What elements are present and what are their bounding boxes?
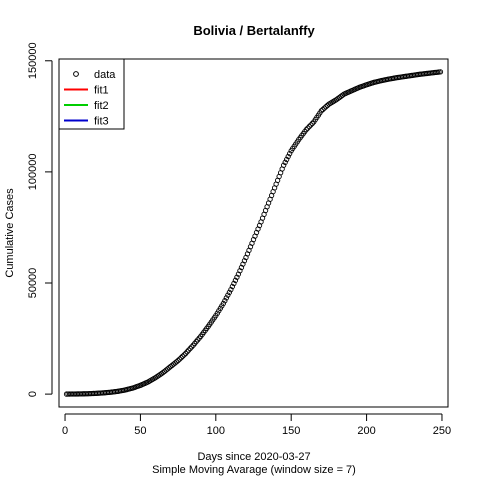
data-point [308, 122, 314, 128]
data-point [228, 287, 234, 293]
data-point [220, 300, 226, 307]
data-point [281, 162, 287, 168]
data-point [223, 295, 230, 301]
data-point [176, 356, 183, 362]
data-point [303, 127, 309, 133]
data-point [318, 108, 324, 114]
plot-frame [58, 58, 449, 408]
x-tick-label: 200 [357, 425, 375, 437]
x-tick-label: 150 [282, 425, 300, 437]
data-point [222, 298, 228, 304]
y-tick-label: 0 [27, 391, 39, 397]
data-point [309, 120, 315, 127]
data-point [284, 156, 290, 163]
data-series [63, 69, 444, 397]
data-point [173, 359, 180, 365]
x-axis-subtitle: Simple Moving Avarage (window size = 7) [152, 464, 356, 476]
data-point [234, 274, 240, 280]
data-point [179, 353, 186, 359]
data-point [225, 292, 231, 298]
data-point [323, 104, 329, 110]
data-point [285, 153, 291, 160]
legend-label: fit3 [94, 116, 109, 128]
data-point [287, 151, 293, 157]
x-tick-label: 100 [207, 425, 225, 437]
data-point [186, 347, 192, 353]
data-point [229, 283, 236, 290]
data-point [306, 123, 312, 130]
data-point [282, 159, 288, 165]
y-axis-label: Cumulative Cases [4, 188, 16, 278]
legend-label: fit1 [94, 85, 109, 97]
y-tick-label: 150000 [27, 42, 39, 79]
legend: data fit1 fit2 fit3 [58, 58, 125, 130]
data-point [305, 125, 311, 131]
data-point [187, 345, 193, 352]
data-point [226, 289, 233, 296]
chart-title: Bolivia / Bertalanffy [193, 23, 315, 38]
legend-label: data [94, 69, 116, 81]
data-point [189, 344, 195, 350]
x-tick-label: 250 [433, 425, 451, 437]
y-tick-label: 50000 [27, 268, 39, 299]
x-axis: 0 50 100 150 200 250 [62, 413, 451, 437]
data-point [232, 277, 239, 283]
data-point [183, 350, 189, 357]
y-axis: 0 50000 100000 150000 [27, 42, 53, 397]
legend-point-symbol [73, 71, 79, 77]
data-point [321, 105, 328, 111]
x-tick-label: 0 [62, 425, 68, 437]
data-point [320, 106, 326, 113]
data-point [184, 349, 190, 355]
legend-box [58, 58, 125, 130]
y-tick-label: 100000 [27, 154, 39, 191]
legend-label: fit2 [94, 100, 109, 112]
data-point [178, 355, 184, 361]
data-point [175, 357, 181, 364]
data-point [437, 69, 444, 75]
data-point [231, 280, 237, 287]
data-point [181, 352, 187, 358]
x-axis-label: Days since 2020-03-27 [197, 451, 310, 463]
x-tick-label: 50 [134, 425, 146, 437]
